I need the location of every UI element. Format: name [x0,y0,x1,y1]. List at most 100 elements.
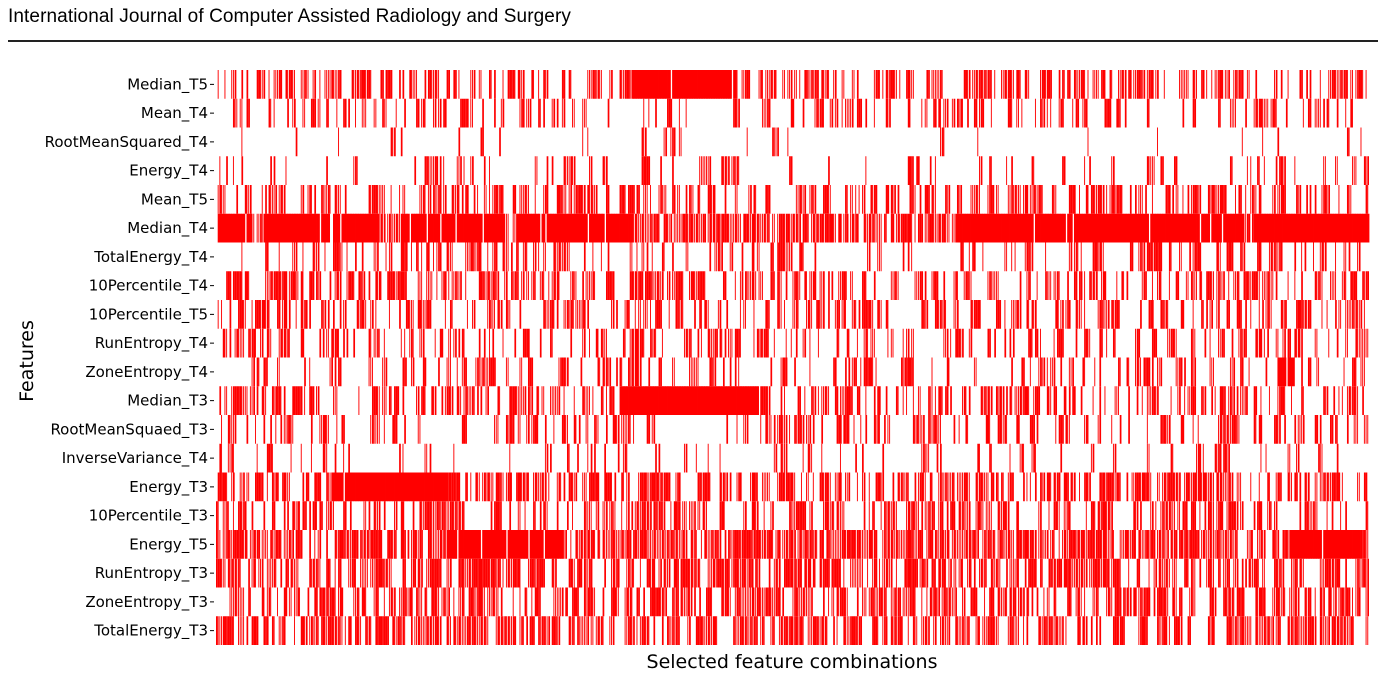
heatmap-cell [1097,242,1099,272]
heatmap-cell [934,271,937,300]
heatmap-cell [1165,501,1168,530]
heatmap-cell [1148,443,1150,473]
heatmap-cell [582,271,584,300]
heatmap-cell [429,501,432,530]
heatmap-cell [648,472,650,502]
heatmap-cell [629,271,632,300]
heatmap-cell [651,70,654,99]
heatmap-cell [870,530,873,559]
heatmap-cell [1068,357,1070,387]
heatmap-cell [719,472,722,502]
heatmap-cell [456,501,458,530]
heatmap-cell [651,213,653,243]
heatmap-cell [902,357,904,387]
heatmap-cell [283,501,286,530]
heatmap-cell [558,271,560,300]
heatmap-cell [1253,98,1255,128]
heatmap-cell [951,501,954,530]
heatmap-cell [1046,98,1048,128]
heatmap-cell [1272,213,1275,243]
heatmap-cell [904,530,906,559]
heatmap-cell [268,185,271,214]
heatmap-cell [473,185,476,214]
heatmap-cell [995,472,998,502]
heatmap-cell [661,472,663,502]
heatmap-cell [1365,328,1367,358]
heatmap-cell [995,213,999,243]
heatmap-cell [449,357,451,387]
heatmap-cell [1179,472,1181,502]
heatmap-cell [1118,70,1119,99]
heatmap-cell [1106,300,1108,329]
heatmap-cell [519,70,521,99]
heatmap-cell [343,415,345,444]
heatmap-cell [799,530,801,559]
heatmap-cell [867,530,869,559]
heatmap-cell [351,213,354,243]
heatmap-cell [1107,300,1110,329]
heatmap-cell [589,271,590,300]
heatmap-cell [349,271,352,300]
heatmap-cell [226,386,228,415]
heatmap-cell [638,357,640,387]
heatmap-cell [429,70,432,99]
heatmap-cell [239,98,241,128]
heatmap-cell [628,357,630,387]
heatmap-cell [953,213,955,243]
heatmap-cell [868,300,871,329]
heatmap-cell [1065,300,1067,329]
heatmap-cell [507,242,509,272]
heatmap-cell [541,472,544,502]
heatmap-cell [402,70,405,99]
heatmap-cell [929,415,931,444]
heatmap-cell [911,70,913,99]
heatmap-cell [590,271,592,300]
heatmap-cell [534,185,536,214]
heatmap-cell [1029,472,1031,502]
heatmap-cell [826,386,828,415]
heatmap-cell [633,357,635,387]
heatmap-cell [509,443,511,473]
heatmap-cell [758,271,760,300]
heatmap-cell [714,242,716,272]
heatmap-cell [327,98,329,128]
heatmap-cell [1358,328,1360,358]
heatmap-cell [1170,213,1173,243]
heatmap-cell [1053,328,1055,358]
heatmap-cell [519,98,521,128]
heatmap-cell [790,501,792,530]
heatmap-cell [1026,472,1028,502]
heatmap-cell [383,328,385,358]
heatmap-cell [1253,501,1256,530]
heatmap-cell [1194,328,1196,358]
heatmap-cell [907,530,910,559]
heatmap-cell [1211,185,1214,214]
heatmap-cell [795,501,798,530]
heatmap-cell [938,386,941,415]
heatmap-cell [1352,300,1354,329]
heatmap-cell [480,271,483,300]
heatmap-cell [410,530,412,559]
heatmap-cell [343,443,345,473]
heatmap-cell [561,415,564,444]
heatmap-cell [940,213,941,243]
heatmap-cell [687,328,689,358]
heatmap-cell [453,213,456,243]
heatmap-cell [1141,386,1143,415]
heatmap-cell [609,213,612,243]
heatmap-cell [1011,70,1013,99]
heatmap-cell [1099,386,1102,415]
heatmap-cell [923,443,925,473]
heatmap-cell [232,472,235,502]
heatmap-cell [895,213,897,243]
heatmap-cell [553,213,556,243]
heatmap-cell [1006,242,1008,272]
heatmap-cell [1202,472,1205,502]
heatmap-cell [314,70,317,99]
heatmap-cell [1282,300,1284,329]
heatmap-cell [375,328,377,358]
heatmap-cell [745,386,748,415]
heatmap-cell [573,415,576,444]
heatmap-cell [1024,70,1027,99]
heatmap-cell [1196,185,1198,214]
